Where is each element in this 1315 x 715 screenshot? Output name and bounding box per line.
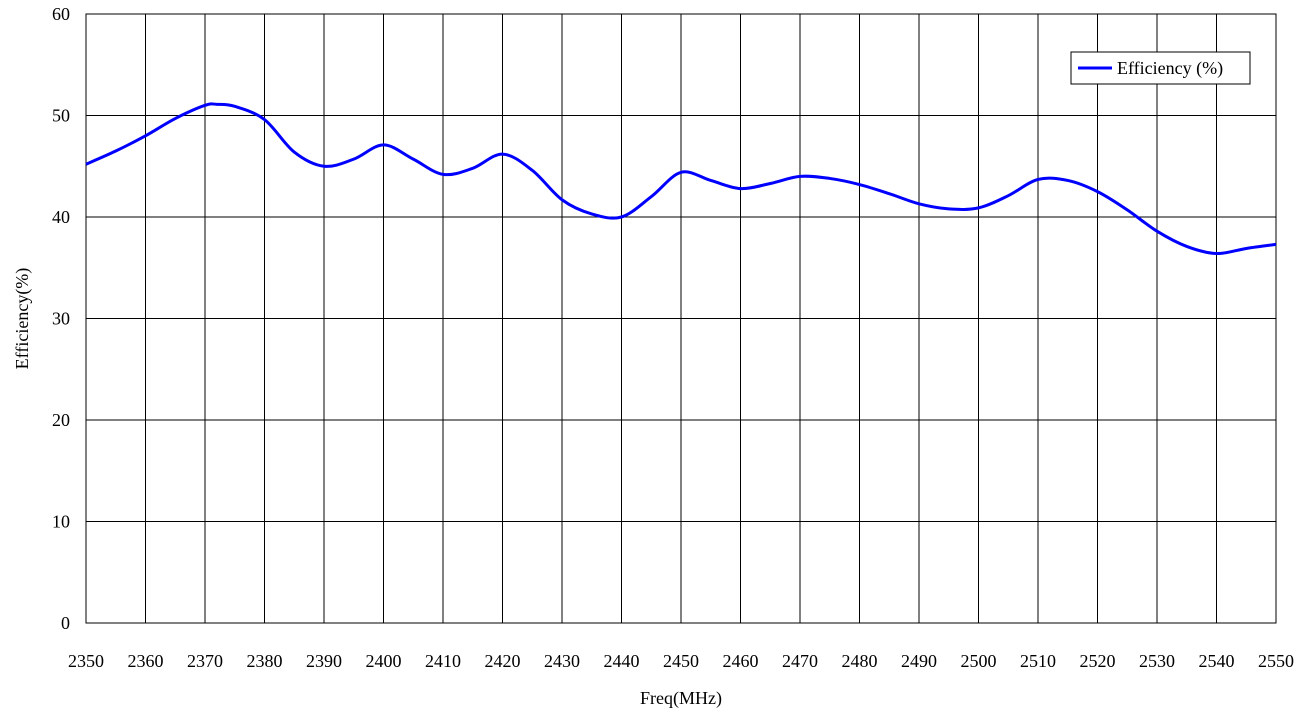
x-tick-label: 2430 [544,651,580,671]
x-tick-label: 2370 [187,651,223,671]
x-tick-label: 2350 [68,651,104,671]
x-tick-label: 2500 [961,651,997,671]
y-tick-label: 10 [52,512,70,532]
y-tick-label: 50 [52,106,70,126]
x-tick-label: 2410 [425,651,461,671]
y-tick-label: 40 [52,207,70,227]
x-tick-label: 2550 [1258,651,1294,671]
y-tick-label: 0 [61,613,70,633]
x-tick-label: 2540 [1199,651,1235,671]
x-tick-label: 2480 [842,651,878,671]
y-tick-labels: 0 10 20 30 40 50 60 [52,4,70,633]
x-tick-label: 2420 [485,651,521,671]
legend-label: Efficiency (%) [1117,58,1223,79]
x-tick-label: 2360 [128,651,164,671]
x-tick-label: 2520 [1080,651,1116,671]
plot-area [85,13,1277,624]
grid-lines [85,13,1277,624]
y-tick-label: 60 [52,4,70,24]
y-tick-label: 30 [52,309,70,329]
x-tick-labels: 2350 2360 2370 2380 2390 2400 2410 2420 2430 2440… [68,651,1294,671]
series-line-efficiency [85,102,1277,256]
x-axis-label: Freq(MHz) [640,688,722,709]
legend: Efficiency (%) [1070,51,1251,85]
x-tick-label: 2440 [604,651,640,671]
x-tick-label: 2460 [723,651,759,671]
x-tick-label: 2470 [782,651,818,671]
y-tick-label: 20 [52,410,70,430]
x-tick-label: 2490 [901,651,937,671]
x-tick-label: 2380 [247,651,283,671]
x-tick-label: 2400 [366,651,402,671]
x-tick-label: 2510 [1020,651,1056,671]
x-tick-label: 2450 [663,651,699,671]
x-tick-label: 2390 [306,651,342,671]
y-axis-label: Efficiency(%) [12,268,33,370]
x-tick-label: 2530 [1139,651,1175,671]
series-layer [85,102,1277,256]
